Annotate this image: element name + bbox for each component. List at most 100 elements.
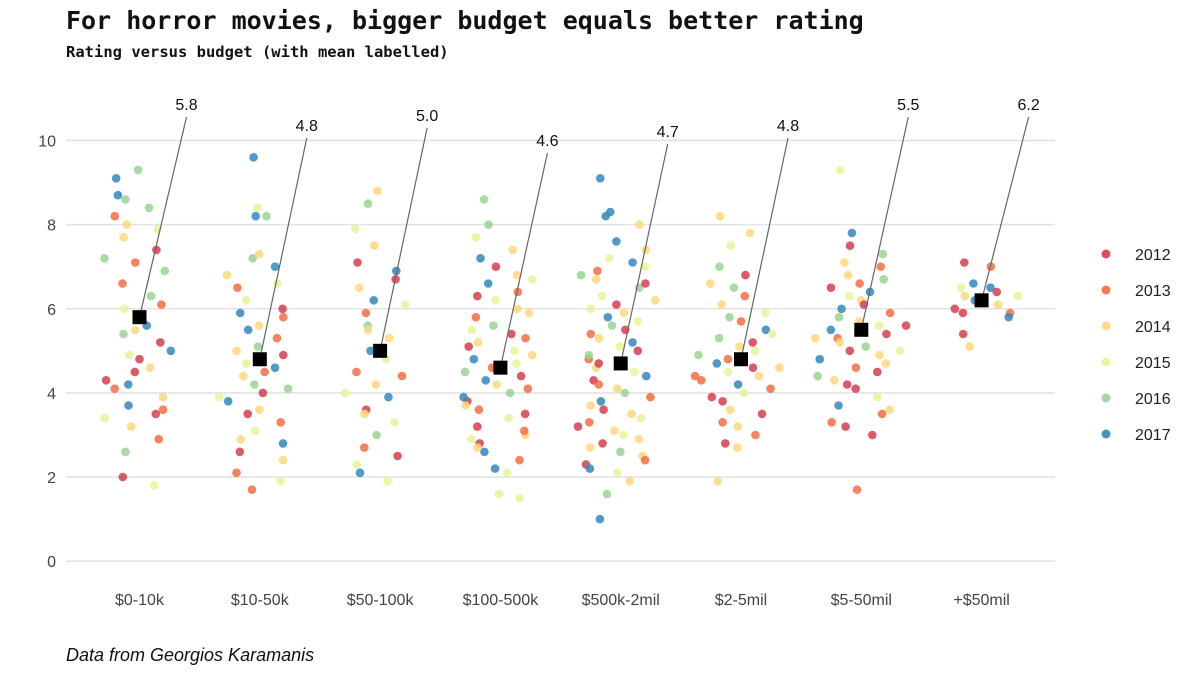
data-point (598, 439, 607, 448)
data-point (156, 338, 165, 347)
data-point (239, 371, 248, 381)
x-tick-label: $10-50k (231, 592, 290, 609)
data-point (260, 367, 269, 377)
data-point (613, 468, 622, 478)
data-point (885, 308, 895, 318)
data-point (474, 405, 484, 415)
data-point (844, 291, 854, 301)
data-point (768, 329, 777, 339)
data-point (492, 380, 502, 389)
data-point (110, 384, 119, 394)
data-point (276, 418, 286, 427)
x-tick-label: $100-500k (463, 592, 540, 609)
data-point (950, 304, 960, 314)
data-point (100, 413, 109, 423)
data-point (473, 443, 482, 452)
data-point (874, 321, 884, 330)
data-point (901, 321, 911, 330)
data-point (813, 371, 822, 381)
data-point (350, 224, 360, 234)
data-point (160, 266, 170, 276)
data-point (841, 422, 850, 431)
mean-label: 6.2 (1017, 97, 1039, 114)
data-point (502, 468, 512, 478)
mean-leader-line (740, 137, 789, 360)
data-point (958, 308, 968, 318)
mean-marker (854, 322, 869, 337)
legend-swatch (1101, 357, 1111, 367)
data-point (157, 300, 166, 309)
data-point (610, 426, 619, 436)
data-point (125, 350, 134, 360)
data-point (591, 275, 601, 284)
data-point (826, 325, 836, 335)
y-tick-label: 4 (47, 386, 56, 403)
y-tick-label: 8 (47, 218, 56, 235)
data-point (641, 245, 651, 255)
data-point (248, 253, 257, 263)
data-point (100, 253, 109, 263)
data-point (715, 211, 725, 221)
legend-label: 2015 (1135, 355, 1171, 372)
data-point (836, 165, 845, 175)
data-point (473, 338, 483, 347)
mean-marker (734, 352, 748, 367)
data-point (353, 258, 362, 267)
data-point (369, 296, 379, 305)
data-point (471, 312, 481, 322)
data-point (513, 304, 522, 314)
data-point (596, 397, 606, 406)
data-point (255, 405, 264, 415)
data-point (254, 249, 264, 259)
data-point (815, 354, 824, 364)
data-point (641, 279, 650, 288)
data-point (490, 464, 500, 473)
legend-swatch (1101, 249, 1111, 259)
mean-marker (252, 352, 267, 367)
chart-subtitle: Rating versus budget (with mean labelled… (66, 43, 449, 61)
data-point (707, 392, 717, 402)
data-point (235, 447, 245, 457)
data-point (222, 270, 232, 280)
data-point (586, 329, 595, 339)
data-point (232, 468, 241, 478)
data-point (149, 481, 159, 490)
data-point (960, 258, 969, 267)
data-point (516, 371, 526, 381)
legend-swatch (1101, 285, 1111, 295)
data-point (251, 211, 260, 221)
data-point (612, 300, 621, 309)
data-point (835, 338, 845, 347)
data-point (270, 262, 280, 272)
legend-label: 2012 (1135, 247, 1171, 264)
data-point (726, 241, 736, 250)
data-point (596, 174, 605, 183)
data-point (612, 384, 622, 394)
data-point (214, 392, 224, 402)
data-point (121, 447, 130, 457)
y-tick-label: 2 (47, 470, 56, 487)
x-tick-label: $5-50mil (831, 592, 892, 609)
data-point (118, 472, 128, 482)
data-point (505, 388, 515, 398)
data-point (158, 405, 168, 415)
data-point (135, 354, 144, 364)
legend-label: 2017 (1135, 427, 1171, 444)
data-point (615, 342, 625, 351)
data-point (363, 325, 373, 335)
data-point (523, 384, 533, 394)
data-point (119, 232, 128, 242)
data-point (625, 476, 634, 486)
data-point (627, 409, 636, 419)
data-point (834, 401, 843, 410)
data-point (491, 296, 500, 305)
legend-label: 2014 (1135, 319, 1171, 336)
data-point (733, 443, 742, 452)
data-point (843, 270, 853, 280)
data-point (273, 279, 282, 288)
data-point (840, 258, 849, 267)
data-point (130, 367, 140, 377)
data-point (145, 363, 155, 373)
data-point (633, 346, 643, 356)
data-point (133, 165, 143, 175)
